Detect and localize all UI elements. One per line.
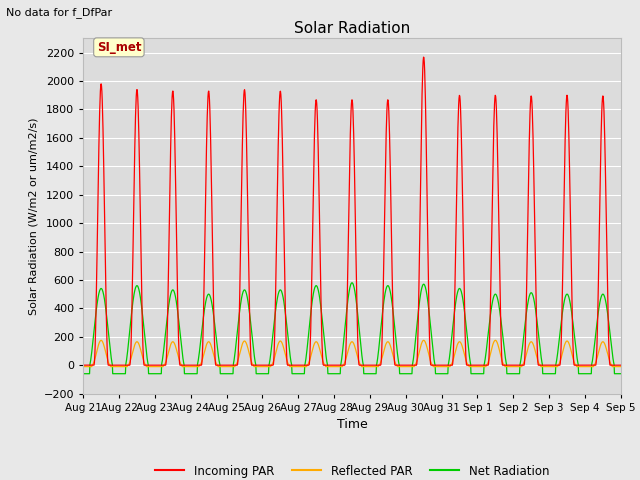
Incoming PAR: [79, 362, 87, 368]
Reflected PAR: [199, 354, 207, 360]
Incoming PAR: [617, 362, 625, 368]
X-axis label: Time: Time: [337, 418, 367, 431]
Reflected PAR: [554, 364, 561, 370]
Net Radiation: [617, 371, 625, 377]
Incoming PAR: [420, 54, 428, 60]
Incoming PAR: [436, 362, 444, 368]
Reflected PAR: [186, 364, 194, 370]
Net Radiation: [259, 371, 267, 377]
Line: Reflected PAR: Reflected PAR: [83, 340, 621, 367]
Incoming PAR: [506, 362, 514, 368]
Title: Solar Radiation: Solar Radiation: [294, 21, 410, 36]
Reflected PAR: [259, 364, 267, 370]
Reflected PAR: [97, 337, 105, 343]
Net Radiation: [186, 371, 193, 377]
Legend: Incoming PAR, Reflected PAR, Net Radiation: Incoming PAR, Reflected PAR, Net Radiati…: [150, 460, 554, 480]
Incoming PAR: [259, 362, 267, 368]
Incoming PAR: [199, 341, 207, 347]
Incoming PAR: [186, 362, 193, 368]
Net Radiation: [554, 353, 561, 359]
Reflected PAR: [436, 364, 444, 370]
Net Radiation: [436, 371, 444, 377]
Line: Incoming PAR: Incoming PAR: [83, 57, 621, 365]
Net Radiation: [506, 371, 514, 377]
Net Radiation: [79, 371, 87, 377]
Line: Net Radiation: Net Radiation: [83, 283, 621, 374]
Y-axis label: Solar Radiation (W/m2 or um/m2/s): Solar Radiation (W/m2 or um/m2/s): [28, 117, 38, 315]
Reflected PAR: [617, 364, 625, 370]
Reflected PAR: [79, 364, 87, 370]
Incoming PAR: [554, 362, 561, 368]
Text: No data for f_DfPar: No data for f_DfPar: [6, 7, 113, 18]
Reflected PAR: [506, 364, 514, 370]
Net Radiation: [199, 320, 207, 325]
Text: SI_met: SI_met: [97, 41, 141, 54]
Net Radiation: [348, 280, 356, 286]
